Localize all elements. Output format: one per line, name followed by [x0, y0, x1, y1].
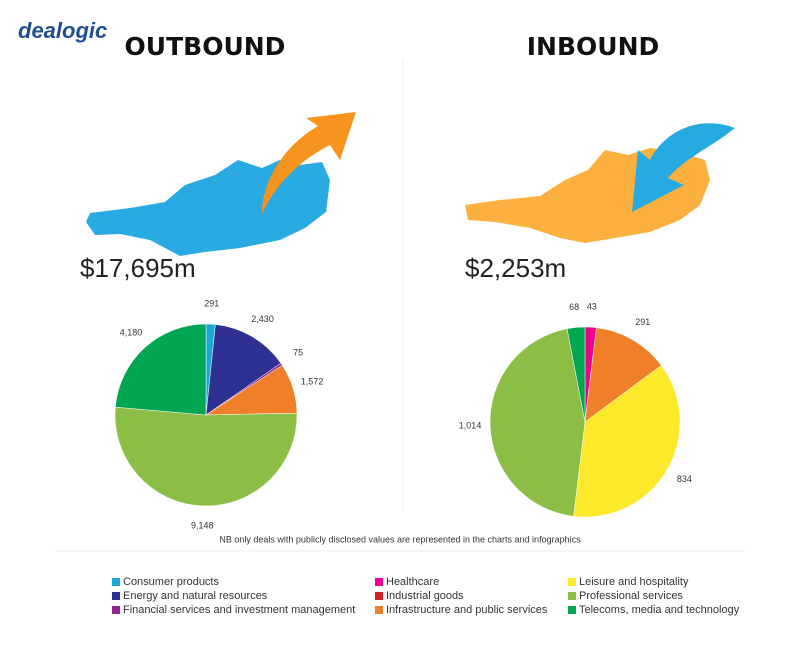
brand-logo: dealogic — [18, 18, 107, 43]
arrow — [262, 112, 356, 214]
pie-slice — [573, 365, 681, 518]
legend-label: Professional services — [579, 590, 683, 602]
chart-title: INBOUND — [527, 32, 660, 61]
legend-label: Consumer products — [123, 576, 219, 588]
legend-swatch — [112, 578, 120, 586]
value-label: 834 — [677, 474, 692, 484]
value-label: 1,014 — [459, 420, 482, 430]
value-label: 291 — [635, 317, 650, 327]
legend-swatch — [375, 592, 383, 600]
value-label: 2,430 — [251, 314, 274, 324]
legend-label: Healthcare — [386, 576, 439, 588]
pie-slice — [489, 328, 586, 517]
legend-swatch — [112, 592, 120, 600]
pie-slice — [115, 323, 207, 416]
pie-slice — [584, 327, 662, 423]
legend-swatch — [568, 578, 576, 586]
arrow — [632, 123, 735, 212]
value-label: 68 — [569, 302, 579, 312]
legend-label: Telecoms, media and technology — [579, 604, 740, 616]
value-label: 75 — [293, 347, 303, 357]
pie-slice — [205, 324, 282, 416]
legend-swatch — [568, 606, 576, 614]
legend-label: Energy and natural resources — [123, 590, 268, 602]
legend-label: Leisure and hospitality — [579, 576, 689, 588]
value-label: 43 — [587, 302, 597, 312]
legend-label: Financial services and investment manage… — [123, 604, 355, 616]
legend-label: Infrastructure and public services — [386, 604, 548, 616]
legend-swatch — [375, 606, 383, 614]
total-label: $17,695m — [80, 253, 196, 283]
value-label: 1,572 — [301, 377, 324, 387]
legend-swatch — [568, 592, 576, 600]
map-shape — [86, 160, 330, 256]
legend-label: Industrial goods — [386, 590, 464, 602]
pie-slice — [114, 406, 298, 507]
value-label: 9,148 — [191, 520, 214, 530]
total-label: $2,253m — [465, 253, 566, 283]
legend-swatch — [112, 606, 120, 614]
pie-slice — [566, 326, 586, 423]
chart-title: OUTBOUND — [125, 32, 286, 61]
legend-swatch — [375, 578, 383, 586]
value-label: 4,180 — [120, 328, 143, 338]
value-label: 291 — [204, 299, 219, 309]
footnote: NB only deals with publicly disclosed va… — [219, 534, 581, 544]
